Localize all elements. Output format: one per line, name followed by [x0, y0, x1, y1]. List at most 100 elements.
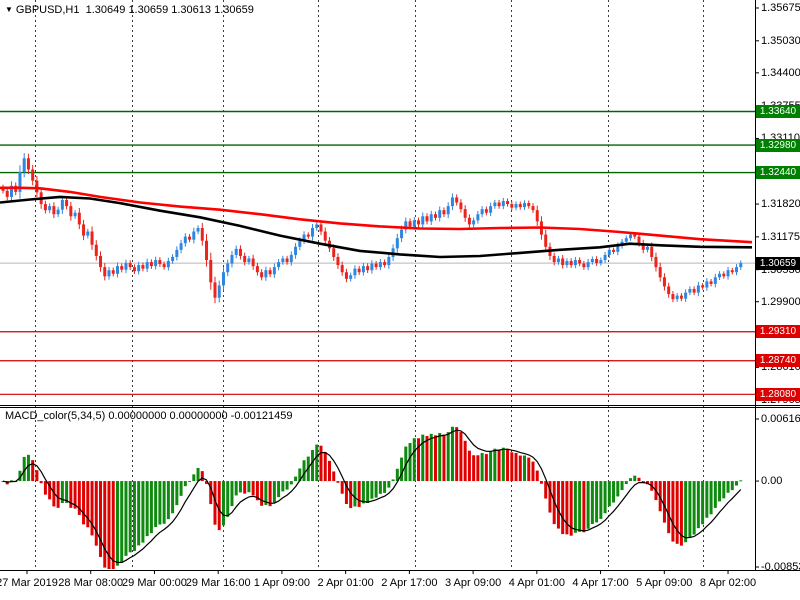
- candle-body: [671, 294, 675, 300]
- macd-histogram-bar: [319, 445, 323, 482]
- resistance-price-badge: 1.32980: [756, 138, 800, 152]
- macd-histogram-bar: [624, 481, 628, 484]
- macd-histogram-bar: [489, 451, 493, 482]
- candle-body: [132, 267, 136, 272]
- price-tick-label: 1.35030: [761, 34, 800, 47]
- macd-histogram-bar: [713, 481, 717, 508]
- candle-body: [573, 260, 577, 266]
- time-axis-label: 2 Apr 17:00: [381, 577, 438, 589]
- candle-body: [378, 262, 382, 268]
- macd-histogram-bar: [459, 432, 463, 482]
- price-tick-label: 1.34400: [761, 66, 800, 79]
- macd-histogram-bar: [298, 468, 302, 482]
- candle-body: [336, 256, 340, 266]
- time-axis-label: 27 Mar 2019: [0, 577, 58, 589]
- macd-histogram-bar: [294, 476, 298, 482]
- macd-histogram-bar: [99, 481, 103, 557]
- macd-histogram-bar: [366, 481, 370, 504]
- candle-body: [294, 246, 298, 255]
- time-axis-label: 29 Mar 00:00: [122, 577, 187, 589]
- macd-histogram-bar: [582, 481, 586, 533]
- macd-histogram-bar: [196, 467, 200, 482]
- macd-histogram-bar: [569, 481, 573, 536]
- macd-histogram-bar: [192, 474, 196, 482]
- candle-body: [476, 214, 480, 221]
- macd-histogram-bar: [247, 481, 251, 493]
- candle-body: [357, 268, 361, 273]
- candle-body: [268, 270, 272, 275]
- macd-histogram-bar: [281, 481, 285, 492]
- macd-histogram-bar: [205, 481, 209, 484]
- symbol-dropdown-icon[interactable]: ▼: [5, 5, 13, 14]
- candle-body: [200, 227, 204, 241]
- ohlc-values: 1.30649 1.30659 1.30613 1.30659: [85, 4, 254, 16]
- macd-histogram-bar: [73, 481, 77, 509]
- macd-histogram-bar: [175, 481, 179, 506]
- macd-histogram-bar: [480, 453, 484, 482]
- candle-body: [569, 261, 573, 266]
- candle-body: [455, 197, 459, 203]
- macd-histogram-bar: [641, 481, 645, 483]
- macd-histogram-bar: [255, 481, 259, 501]
- macd-histogram-bar: [18, 470, 22, 482]
- candle-body: [637, 236, 641, 244]
- candle-body: [94, 244, 98, 256]
- candle-body: [141, 265, 145, 269]
- macd-histogram-bar: [43, 481, 47, 495]
- macd-histogram-bar: [675, 481, 679, 544]
- candle-body: [103, 267, 107, 277]
- macd-histogram-bar: [556, 481, 560, 529]
- macd-histogram-bar: [213, 481, 217, 525]
- macd-histogram-bar: [599, 481, 603, 519]
- macd-histogram-bar: [111, 481, 115, 569]
- candle-body: [565, 261, 569, 266]
- macd-histogram-bar: [188, 481, 192, 483]
- macd-histogram-bar: [692, 481, 696, 535]
- candle-body: [48, 206, 52, 211]
- support-price-badge: 1.28740: [756, 354, 800, 368]
- macd-histogram-bar: [336, 481, 340, 483]
- macd-histogram-bar: [561, 481, 565, 535]
- candle-body: [688, 289, 692, 293]
- candle-body: [739, 263, 743, 268]
- candle-body: [69, 206, 73, 217]
- candle-body: [353, 268, 357, 276]
- candle-body: [196, 227, 200, 232]
- candle-body: [412, 220, 416, 227]
- candle-body: [633, 234, 637, 237]
- macd-histogram-bar: [82, 481, 86, 525]
- macd-histogram-bar: [361, 481, 365, 504]
- candle-body: [332, 248, 336, 257]
- candle-body: [251, 258, 255, 267]
- macd-histogram-bar: [145, 481, 149, 537]
- candle-body: [578, 260, 582, 264]
- macd-histogram-bar: [31, 460, 35, 482]
- candle-body: [531, 206, 535, 211]
- candle-body: [459, 202, 463, 210]
- candle-body: [658, 267, 662, 278]
- candle-body: [654, 256, 658, 268]
- candle-body: [590, 259, 594, 263]
- candle-body: [120, 266, 124, 270]
- candle-body: [77, 212, 81, 225]
- macd-histogram-bar: [141, 481, 145, 543]
- macd-histogram-bar: [730, 481, 734, 491]
- candle-body: [319, 224, 323, 232]
- candle-body: [124, 263, 128, 270]
- macd-histogram-bar: [69, 481, 73, 508]
- candle-body: [230, 254, 234, 264]
- candle-body: [243, 255, 247, 263]
- candle-body: [188, 236, 192, 240]
- macd-histogram-bar: [26, 454, 30, 482]
- candle-body: [255, 266, 259, 273]
- candle-body: [166, 261, 170, 268]
- candle-body: [272, 267, 276, 275]
- macd-histogram-bar: [739, 480, 743, 482]
- candle-body: [450, 197, 454, 207]
- candle-body: [493, 202, 497, 207]
- macd-histogram-bar: [421, 434, 425, 482]
- candle-body: [221, 272, 225, 286]
- candle-body: [535, 210, 539, 222]
- macd-histogram-bar: [289, 481, 293, 485]
